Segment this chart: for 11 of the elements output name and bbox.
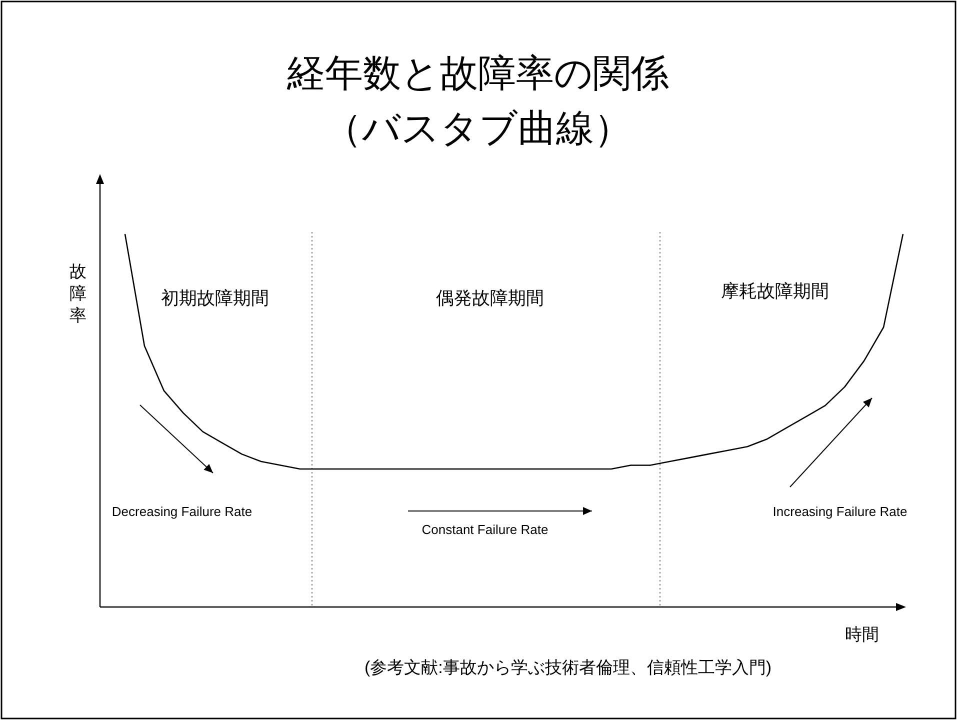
x-axis-title: 時間 <box>845 625 879 644</box>
annotation: Decreasing Failure Rate <box>112 504 252 519</box>
chart-title: 経年数と故障率の関係 <box>286 53 669 95</box>
annotation: Increasing Failure Rate <box>772 504 908 519</box>
annotation: Constant Failure Rate <box>422 522 548 537</box>
y-axis-title: 故障率 <box>70 262 86 325</box>
annotation: 偶発故障期間 <box>436 288 544 308</box>
chart-subtitle: （バスタブ曲線） <box>324 108 632 150</box>
annotation: 摩耗故障期間 <box>721 281 829 301</box>
annotation: 初期故障期間 <box>161 288 269 308</box>
text: (参考文献:事故から学ぶ技術者倫理、信頼性工学入門) <box>364 658 772 677</box>
